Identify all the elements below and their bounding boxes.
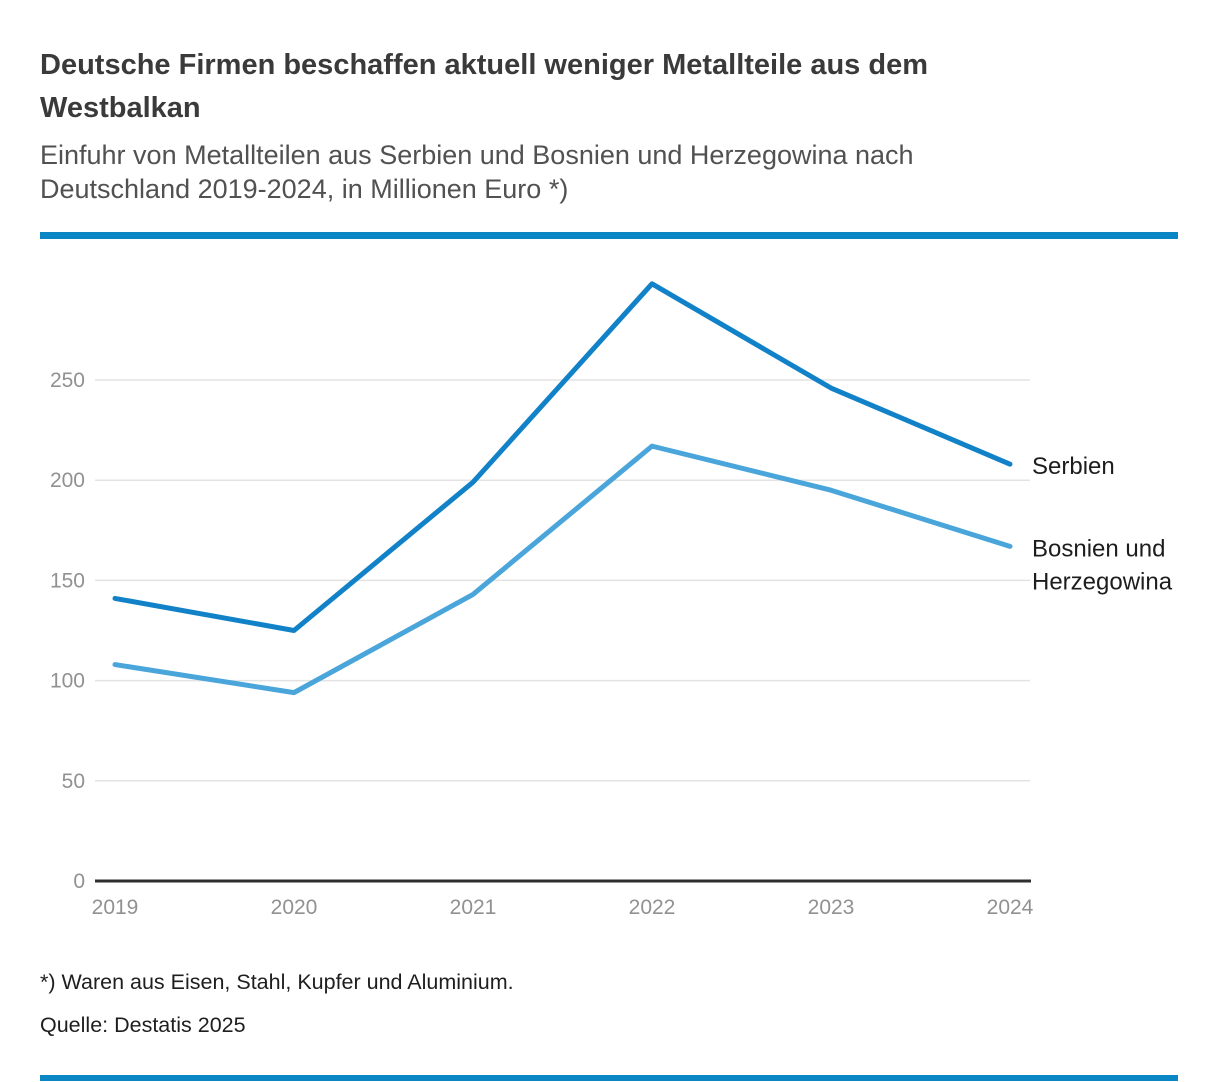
series-label-0-line-0: Serbien [1032, 453, 1115, 480]
series-line-1 [112, 443, 1013, 696]
y-tick-label-250: 250 [50, 369, 85, 392]
title-line-2: Westbalkan [40, 92, 201, 124]
x-tick-label-2022: 2022 [629, 896, 676, 919]
bottom-divider [40, 1075, 1178, 1081]
y-tick-label-150: 150 [50, 569, 85, 592]
x-tick-label-2020: 2020 [271, 896, 318, 919]
y-tick-label-200: 200 [50, 469, 85, 492]
x-tick-label-2023: 2023 [808, 896, 855, 919]
x-tick-label-2024: 2024 [987, 896, 1034, 919]
top-divider [40, 232, 1178, 239]
series-label-1-line-0: Bosnien und [1032, 535, 1165, 562]
x-tick-label-2021: 2021 [450, 896, 497, 919]
x-tick-label-2019: 2019 [92, 896, 139, 919]
series-label-1-line-1: Herzegowina [1032, 568, 1173, 595]
y-tick-label-0: 0 [73, 870, 85, 893]
footnote: *) Waren aus Eisen, Stahl, Kupfer und Al… [40, 970, 514, 994]
y-tick-label-100: 100 [50, 670, 85, 693]
chart-subtitle: Einfuhr von Metallteilen aus Serbien und… [40, 138, 1190, 206]
series-line-0 [112, 281, 1013, 633]
y-tick-label-50: 50 [62, 770, 85, 793]
title-line-1: Deutsche Firmen beschaffen aktuell wenig… [40, 49, 928, 81]
subtitle-line-2: Deutschland 2019-2024, in Millionen Euro… [40, 174, 569, 204]
page-title: Deutsche Firmen beschaffen aktuell wenig… [40, 44, 1180, 130]
source-line: Quelle: Destatis 2025 [40, 1013, 246, 1037]
subtitle-line-1: Einfuhr von Metallteilen aus Serbien und… [40, 140, 914, 170]
